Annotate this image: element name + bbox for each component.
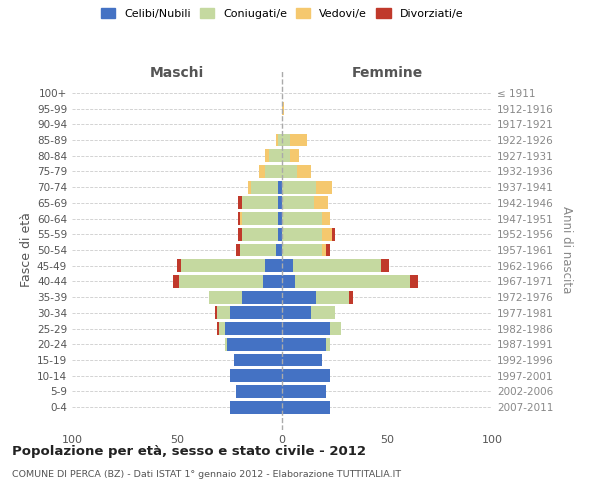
Bar — [219, 322, 226, 335]
Bar — [278, 212, 282, 225]
Bar — [236, 385, 282, 398]
Bar — [240, 212, 242, 225]
Bar — [282, 102, 284, 115]
Bar — [282, 196, 314, 209]
Bar — [226, 322, 282, 335]
Bar — [322, 212, 330, 225]
Y-axis label: Fasce di età: Fasce di età — [20, 212, 33, 288]
Bar — [229, 306, 282, 320]
Bar — [263, 275, 282, 288]
Bar — [296, 165, 311, 178]
Bar — [278, 196, 282, 209]
Bar — [259, 165, 265, 178]
Text: Femmine: Femmine — [352, 66, 422, 80]
Bar — [242, 196, 278, 209]
Text: Popolazione per età, sesso e stato civile - 2012: Popolazione per età, sesso e stato civil… — [12, 445, 366, 458]
Bar — [290, 149, 299, 162]
Bar — [314, 196, 328, 209]
Bar — [238, 196, 242, 209]
Bar — [282, 354, 322, 366]
Bar — [227, 338, 282, 351]
Bar — [269, 149, 282, 162]
Bar — [282, 322, 331, 335]
Bar — [229, 370, 282, 382]
Bar — [282, 306, 311, 320]
Bar — [242, 228, 278, 240]
Bar — [381, 260, 389, 272]
Bar — [322, 228, 332, 240]
Y-axis label: Anni di nascita: Anni di nascita — [560, 206, 573, 294]
Bar — [251, 180, 278, 194]
Bar — [316, 290, 349, 304]
Bar — [282, 260, 293, 272]
Bar — [293, 260, 381, 272]
Bar — [326, 244, 331, 256]
Bar — [240, 244, 276, 256]
Bar — [282, 385, 326, 398]
Bar — [282, 338, 326, 351]
Bar — [282, 400, 331, 413]
Bar — [282, 370, 331, 382]
Bar — [290, 134, 307, 146]
Bar — [278, 180, 282, 194]
Bar — [332, 228, 335, 240]
Bar — [278, 134, 282, 146]
Bar — [177, 260, 181, 272]
Bar — [282, 212, 322, 225]
Bar — [209, 290, 242, 304]
Bar — [217, 306, 229, 320]
Bar — [242, 290, 282, 304]
Bar — [349, 290, 353, 304]
Bar — [173, 275, 179, 288]
Bar — [282, 134, 290, 146]
Bar — [265, 260, 282, 272]
Bar — [217, 322, 219, 335]
Bar — [282, 244, 322, 256]
Bar — [238, 212, 240, 225]
Bar — [236, 244, 240, 256]
Bar — [282, 275, 295, 288]
Bar — [181, 260, 265, 272]
Bar — [229, 400, 282, 413]
Bar — [265, 149, 269, 162]
Bar — [282, 180, 316, 194]
Bar — [410, 275, 418, 288]
Bar — [282, 228, 322, 240]
Bar — [276, 134, 278, 146]
Bar — [276, 244, 282, 256]
Bar — [238, 228, 242, 240]
Bar — [278, 228, 282, 240]
Bar — [295, 275, 410, 288]
Legend: Celibi/Nubili, Coniugati/e, Vedovi/e, Divorziati/e: Celibi/Nubili, Coniugati/e, Vedovi/e, Di… — [101, 8, 463, 19]
Text: COMUNE DI PERCA (BZ) - Dati ISTAT 1° gennaio 2012 - Elaborazione TUTTITALIA.IT: COMUNE DI PERCA (BZ) - Dati ISTAT 1° gen… — [12, 470, 401, 479]
Bar — [282, 290, 316, 304]
Bar — [215, 306, 217, 320]
Bar — [322, 244, 326, 256]
Bar — [316, 180, 332, 194]
Bar — [265, 165, 282, 178]
Bar — [226, 338, 227, 351]
Bar — [282, 149, 290, 162]
Bar — [311, 306, 335, 320]
Bar — [331, 322, 341, 335]
Bar — [179, 275, 263, 288]
Bar — [242, 212, 278, 225]
Bar — [248, 180, 251, 194]
Bar — [234, 354, 282, 366]
Bar — [326, 338, 331, 351]
Text: Maschi: Maschi — [150, 66, 204, 80]
Bar — [282, 165, 296, 178]
